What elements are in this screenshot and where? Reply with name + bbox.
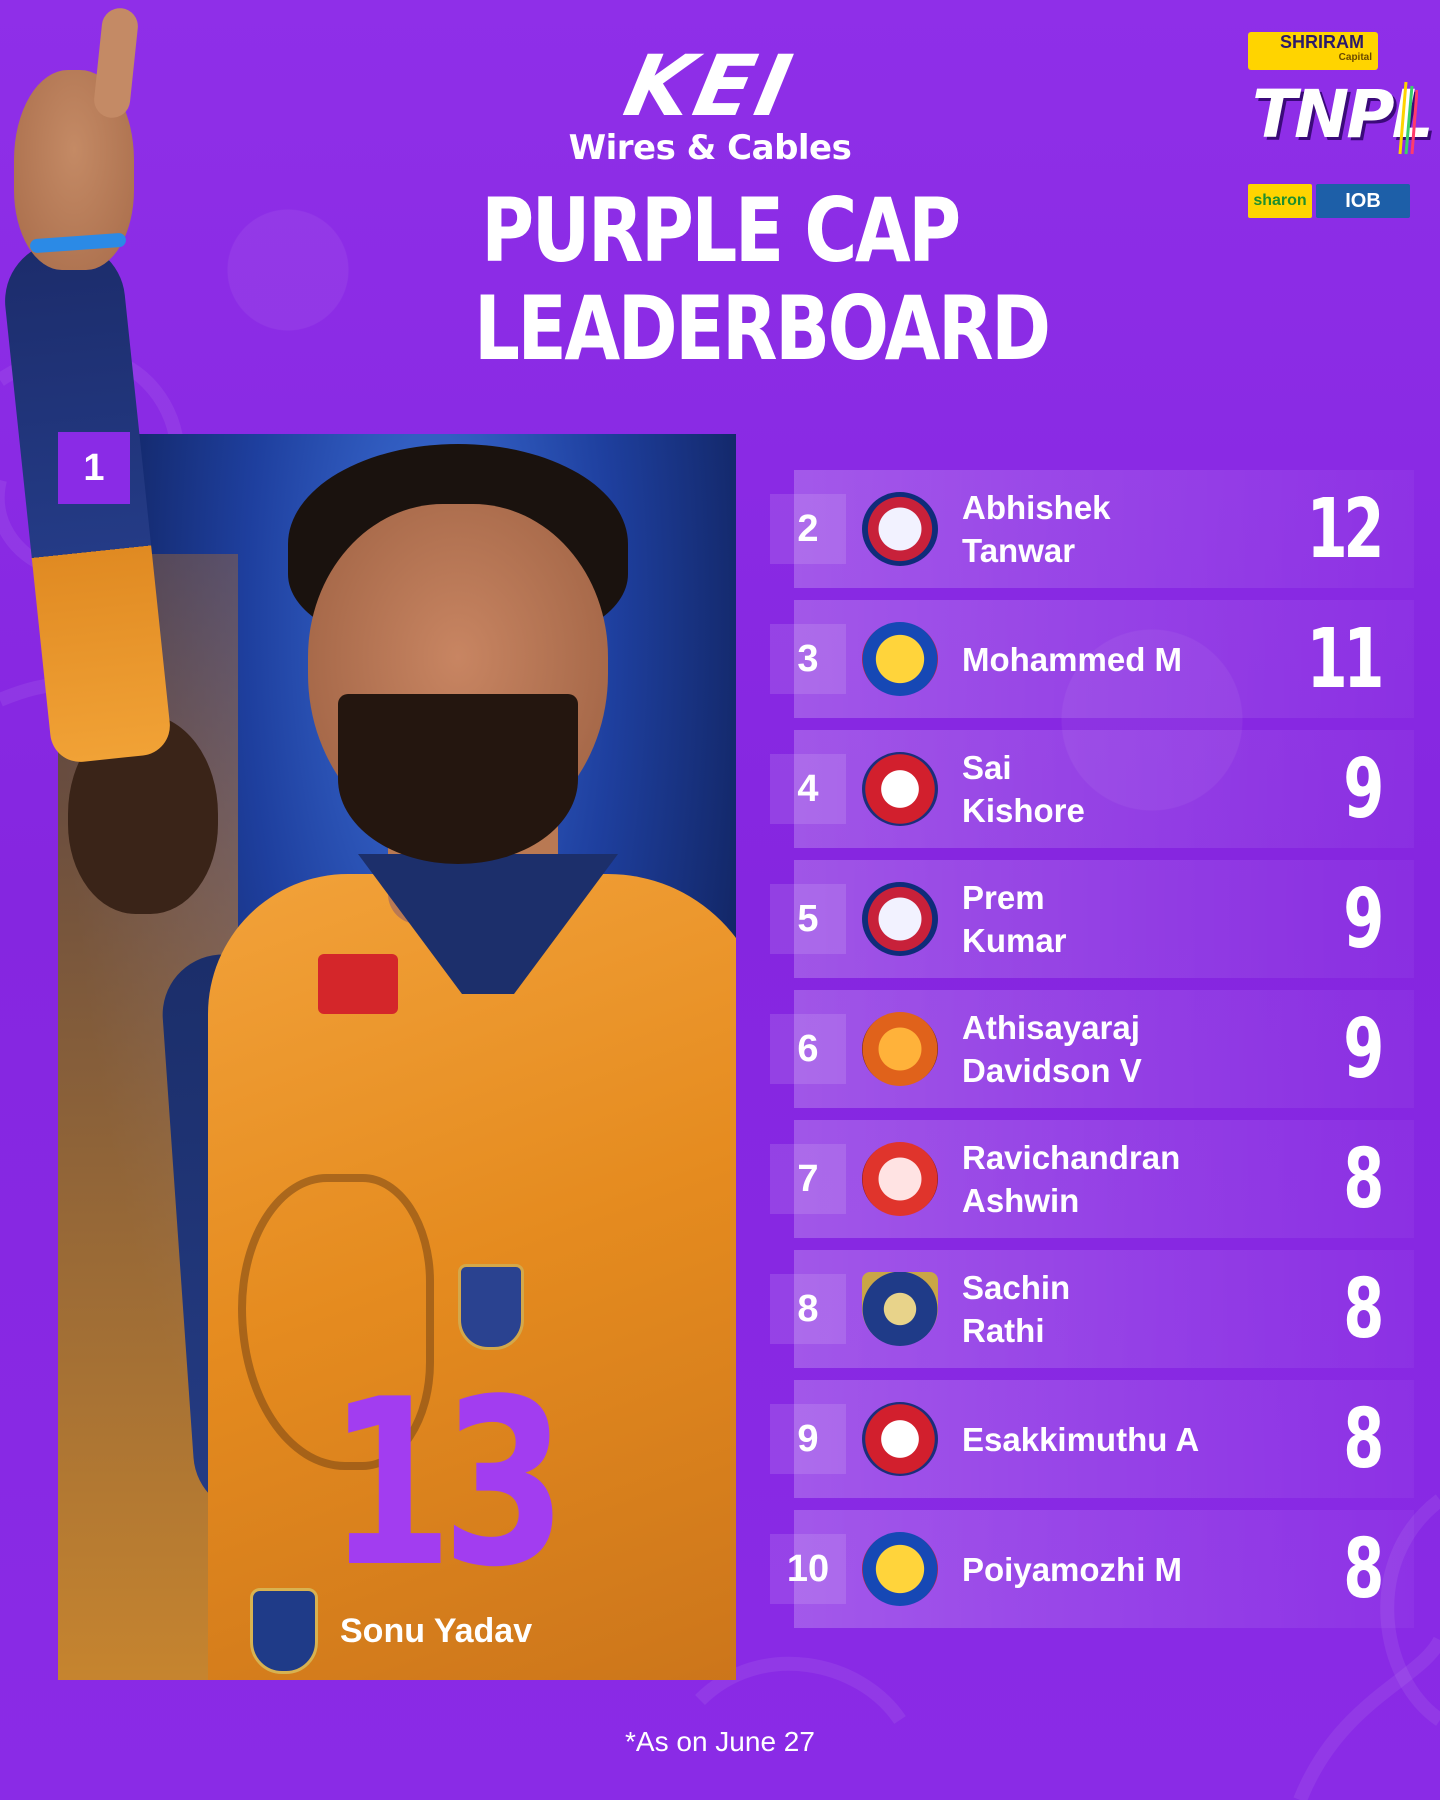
player-last-name: Kumar: [962, 922, 1067, 959]
rank-badge: 7: [770, 1144, 846, 1214]
leaderboard-row: 6 Athisayaraj Davidson V 9: [770, 990, 1414, 1108]
player-name: Prem Kumar: [962, 860, 1067, 978]
rank-badge: 10: [770, 1534, 846, 1604]
player-first-name: Ravichandran: [962, 1139, 1181, 1176]
trichy-grand-cholas-icon: [862, 1012, 938, 1086]
leader-wickets: 13: [328, 1351, 567, 1618]
player-name: Sai Kishore: [962, 730, 1085, 848]
rank-badge: 9: [770, 1404, 846, 1474]
leaderboard-row: 8 Sachin Rathi 8: [770, 1250, 1414, 1368]
player-last-name: Tanwar: [962, 532, 1076, 569]
tiruppur-tamizhans-icon: [862, 752, 938, 826]
shriram-label: SHRIRAM: [1280, 32, 1364, 52]
wickets-count: 9: [1343, 871, 1384, 967]
player-last-name: Ashwin: [962, 1182, 1080, 1219]
wickets-count: 12: [1306, 481, 1384, 577]
rank-badge: 3: [770, 624, 846, 694]
player-name: Mohammed M: [962, 600, 1182, 718]
wickets-count: 8: [1343, 1521, 1384, 1617]
sponsor-lockup: SHRIRAM Capital TNPL sharon IOB: [1248, 30, 1434, 220]
title-line-2: LEADERBOARD: [474, 277, 1051, 380]
player-first-name: Abhishek: [962, 489, 1111, 526]
player-first-name: Athisayaraj: [962, 1009, 1140, 1046]
salem-spartans-icon: [862, 1532, 938, 1606]
shriram-sub-label: Capital: [1338, 52, 1372, 63]
leaderboard-row: 5 Prem Kumar 9: [770, 860, 1414, 978]
wickets-count: 8: [1343, 1131, 1384, 1227]
rank-badge: 4: [770, 754, 846, 824]
player-first-name: Esakkimuthu A: [962, 1420, 1200, 1458]
iob-logo: IOB: [1316, 184, 1410, 218]
kei-logo: KEI Wires & Cables: [560, 37, 860, 168]
wickets-count: 9: [1343, 1001, 1384, 1097]
player-name: Poiyamozhi M: [962, 1510, 1182, 1628]
player-first-name: Prem: [962, 879, 1045, 916]
player-beard: [338, 694, 578, 864]
nellai-royal-kings-icon: [250, 1588, 318, 1674]
leaderboard-row: 10 Poiyamozhi M 8: [770, 1510, 1414, 1628]
leaderboard-row: 2 Abhishek Tanwar 12: [770, 470, 1414, 588]
nellai-royal-kings-icon: [862, 1272, 938, 1346]
wickets-count: 8: [1343, 1261, 1384, 1357]
dindigul-dragons-icon: [862, 1142, 938, 1216]
chest-sponsor-badge: [318, 954, 398, 1014]
leaderboard-row: 3 Mohammed M 11: [770, 600, 1414, 718]
super-gillies-icon: [862, 882, 938, 956]
leader-name: Sonu Yadav: [340, 1611, 533, 1650]
player-name: Esakkimuthu A: [962, 1380, 1199, 1498]
player-first-name: Mohammed M: [962, 640, 1183, 678]
leaderboard-row: 9 Esakkimuthu A 8: [770, 1380, 1414, 1498]
player-name: Sachin Rathi: [962, 1250, 1070, 1368]
player-first-name: Poiyamozhi M: [962, 1550, 1183, 1588]
rank-badge: 6: [770, 1014, 846, 1084]
wickets-count: 8: [1343, 1391, 1384, 1487]
player-last-name: Rathi: [962, 1312, 1045, 1349]
tnpl-stripes-icon: [1398, 81, 1418, 155]
player-name: Abhishek Tanwar: [962, 470, 1111, 588]
wickets-count: 11: [1306, 611, 1384, 707]
kei-tagline: Wires & Cables: [568, 128, 852, 168]
player-last-name: Davidson V: [962, 1052, 1142, 1089]
rank-badge: 8: [770, 1274, 846, 1344]
player-name: Athisayaraj Davidson V: [962, 990, 1142, 1108]
leader-photo-card: [58, 434, 736, 1680]
lion-jersey-graphic: [238, 1174, 434, 1470]
salem-spartans-icon: [862, 622, 938, 696]
rank-badge: 2: [770, 494, 846, 564]
kei-wordmark: KEI: [616, 37, 804, 135]
page-title: PURPLE CAP LEADERBOARD: [474, 179, 1051, 380]
team-chest-crest: [458, 1264, 524, 1350]
player-name: Ravichandran Ashwin: [962, 1120, 1180, 1238]
rank-badge: 5: [770, 884, 846, 954]
sharon-ply-logo: sharon: [1248, 184, 1312, 218]
leader-rank-badge: 1: [58, 432, 130, 504]
tiruppur-tamizhans-icon: [862, 1402, 938, 1476]
player-first-name: Sachin: [962, 1269, 1071, 1306]
player-first-name: Sai: [962, 749, 1012, 786]
leader-name-row: Sonu Yadav: [250, 1588, 532, 1674]
leaderboard-row: 4 Sai Kishore 9: [770, 730, 1414, 848]
shriram-capital-logo: SHRIRAM Capital: [1248, 32, 1378, 70]
sponsor-row: sharon IOB: [1248, 184, 1410, 218]
footer-note: *As on June 27: [625, 1726, 815, 1757]
player-last-name: Kishore: [962, 792, 1085, 829]
title-line-1: PURPLE CAP: [481, 179, 961, 282]
wickets-count: 9: [1343, 741, 1384, 837]
leaderboard-row: 7 Ravichandran Ashwin 8: [770, 1120, 1414, 1238]
super-gillies-icon: [862, 492, 938, 566]
